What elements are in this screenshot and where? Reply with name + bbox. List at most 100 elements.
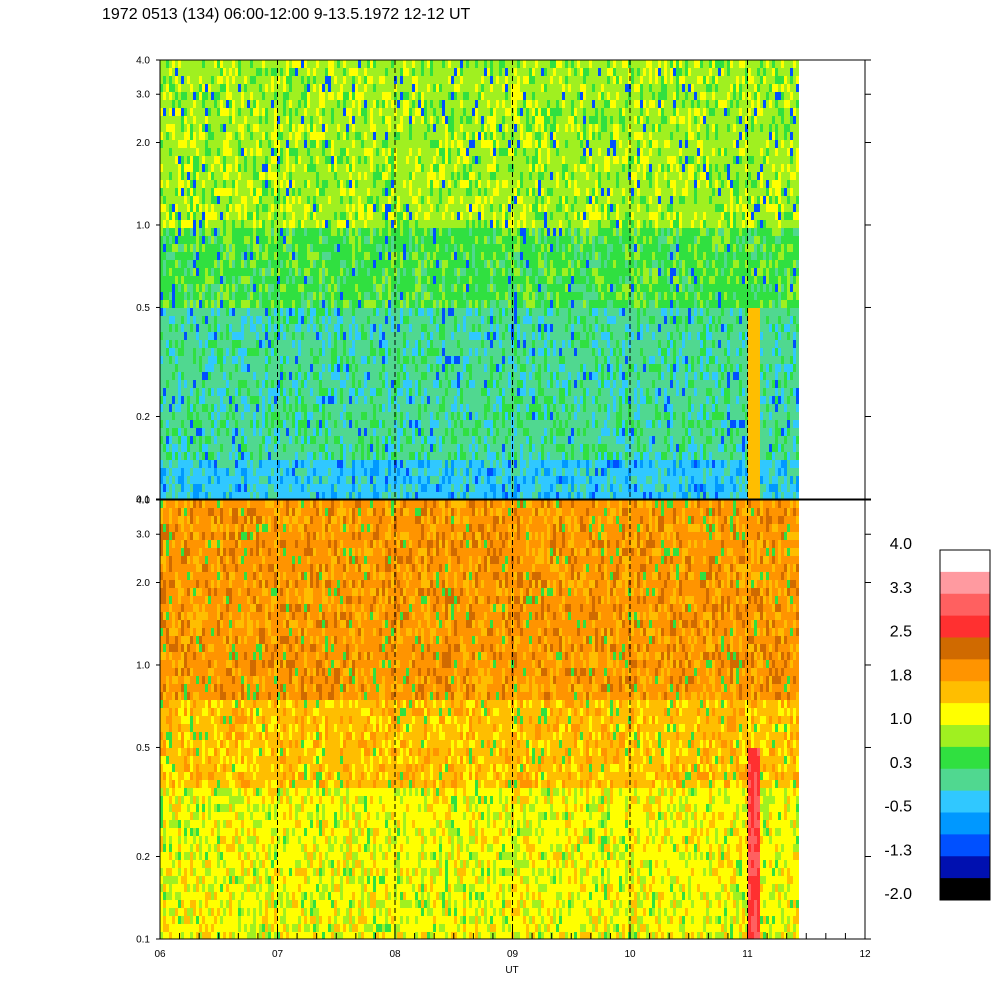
heatmap-cell [178, 268, 181, 276]
heatmap-cell [313, 188, 316, 196]
heatmap-cell [325, 228, 328, 236]
heatmap-cell [181, 156, 184, 164]
heatmap-cell [367, 204, 370, 212]
heatmap-cell [391, 444, 394, 452]
heatmap-cell [205, 140, 208, 148]
heatmap-cell [256, 324, 259, 332]
heatmap-cell [409, 348, 412, 356]
heatmap-cell [346, 68, 349, 76]
heatmap-cell [400, 132, 403, 140]
heatmap-cell [325, 260, 328, 268]
heatmap-cell [283, 436, 286, 444]
heatmap-cell [316, 452, 319, 460]
heatmap-cell [412, 452, 415, 460]
heatmap-cell [346, 60, 349, 68]
heatmap-cell [277, 460, 280, 468]
heatmap-cell [352, 60, 355, 68]
heatmap-cell [181, 476, 184, 484]
heatmap-cell [196, 468, 199, 476]
heatmap-cell [163, 76, 166, 84]
heatmap-cell [421, 348, 424, 356]
heatmap-cell [331, 396, 334, 404]
heatmap-cell [181, 196, 184, 204]
heatmap-cell [259, 124, 262, 132]
heatmap-cell [283, 412, 286, 420]
heatmap-cell [343, 316, 346, 324]
heatmap-cell [217, 140, 220, 148]
heatmap-cell [226, 92, 229, 100]
heatmap-cell [349, 356, 352, 364]
heatmap-cell [268, 268, 271, 276]
heatmap-cell [265, 124, 268, 132]
heatmap-cell [163, 396, 166, 404]
heatmap-cell [406, 156, 409, 164]
heatmap-cell [202, 244, 205, 252]
heatmap-cell [235, 436, 238, 444]
heatmap-cell [376, 124, 379, 132]
heatmap-cell [286, 388, 289, 396]
heatmap-cell [253, 132, 256, 140]
heatmap-cell [259, 220, 262, 228]
heatmap-cell [397, 436, 400, 444]
heatmap-cell [253, 388, 256, 396]
heatmap-cell [370, 452, 373, 460]
heatmap-cell [322, 108, 325, 116]
heatmap-cell [322, 228, 325, 236]
heatmap-cell [427, 356, 430, 364]
heatmap-cell [268, 348, 271, 356]
heatmap-cell [412, 100, 415, 108]
heatmap-cell [205, 300, 208, 308]
heatmap-cell [184, 356, 187, 364]
heatmap-cell [415, 428, 418, 436]
heatmap-cell [313, 428, 316, 436]
heatmap-cell [310, 292, 313, 300]
heatmap-cell [211, 108, 214, 116]
heatmap-cell [271, 92, 274, 100]
heatmap-cell [172, 124, 175, 132]
heatmap-cell [238, 196, 241, 204]
heatmap-cell [421, 444, 424, 452]
heatmap-cell [271, 324, 274, 332]
heatmap-cell [316, 404, 319, 412]
heatmap-cell [289, 284, 292, 292]
heatmap-cell [280, 156, 283, 164]
heatmap-cell [274, 412, 277, 420]
heatmap-cell [310, 140, 313, 148]
heatmap-cell [181, 212, 184, 220]
heatmap-cell [400, 284, 403, 292]
heatmap-cell [181, 60, 184, 68]
heatmap-cell [244, 308, 247, 316]
heatmap-cell [397, 372, 400, 380]
heatmap-cell [217, 484, 220, 492]
heatmap-cell [211, 292, 214, 300]
heatmap-cell [163, 380, 166, 388]
heatmap-cell [298, 412, 301, 420]
heatmap-cell [415, 452, 418, 460]
heatmap-cell [385, 484, 388, 492]
heatmap-cell [292, 260, 295, 268]
heatmap-cell [379, 452, 382, 460]
heatmap-cell [421, 324, 424, 332]
heatmap-cell [382, 452, 385, 460]
heatmap-cell [307, 492, 310, 499]
heatmap-cell [199, 332, 202, 340]
heatmap-cell [424, 308, 427, 316]
heatmap-cell [385, 452, 388, 460]
heatmap-cell [178, 148, 181, 156]
heatmap-cell [361, 164, 364, 172]
heatmap-cell [256, 404, 259, 412]
heatmap-cell [241, 428, 244, 436]
heatmap-cell [361, 268, 364, 276]
heatmap-cell [361, 124, 364, 132]
heatmap-cell [313, 460, 316, 468]
heatmap-cell [286, 380, 289, 388]
heatmap-cell [256, 460, 259, 468]
heatmap-cell [424, 60, 427, 68]
heatmap-cell [277, 420, 280, 428]
heatmap-cell [223, 420, 226, 428]
heatmap-cell [409, 172, 412, 180]
heatmap-cell [379, 300, 382, 308]
heatmap-cell [244, 468, 247, 476]
heatmap-cell [409, 228, 412, 236]
heatmap-cell [250, 268, 253, 276]
